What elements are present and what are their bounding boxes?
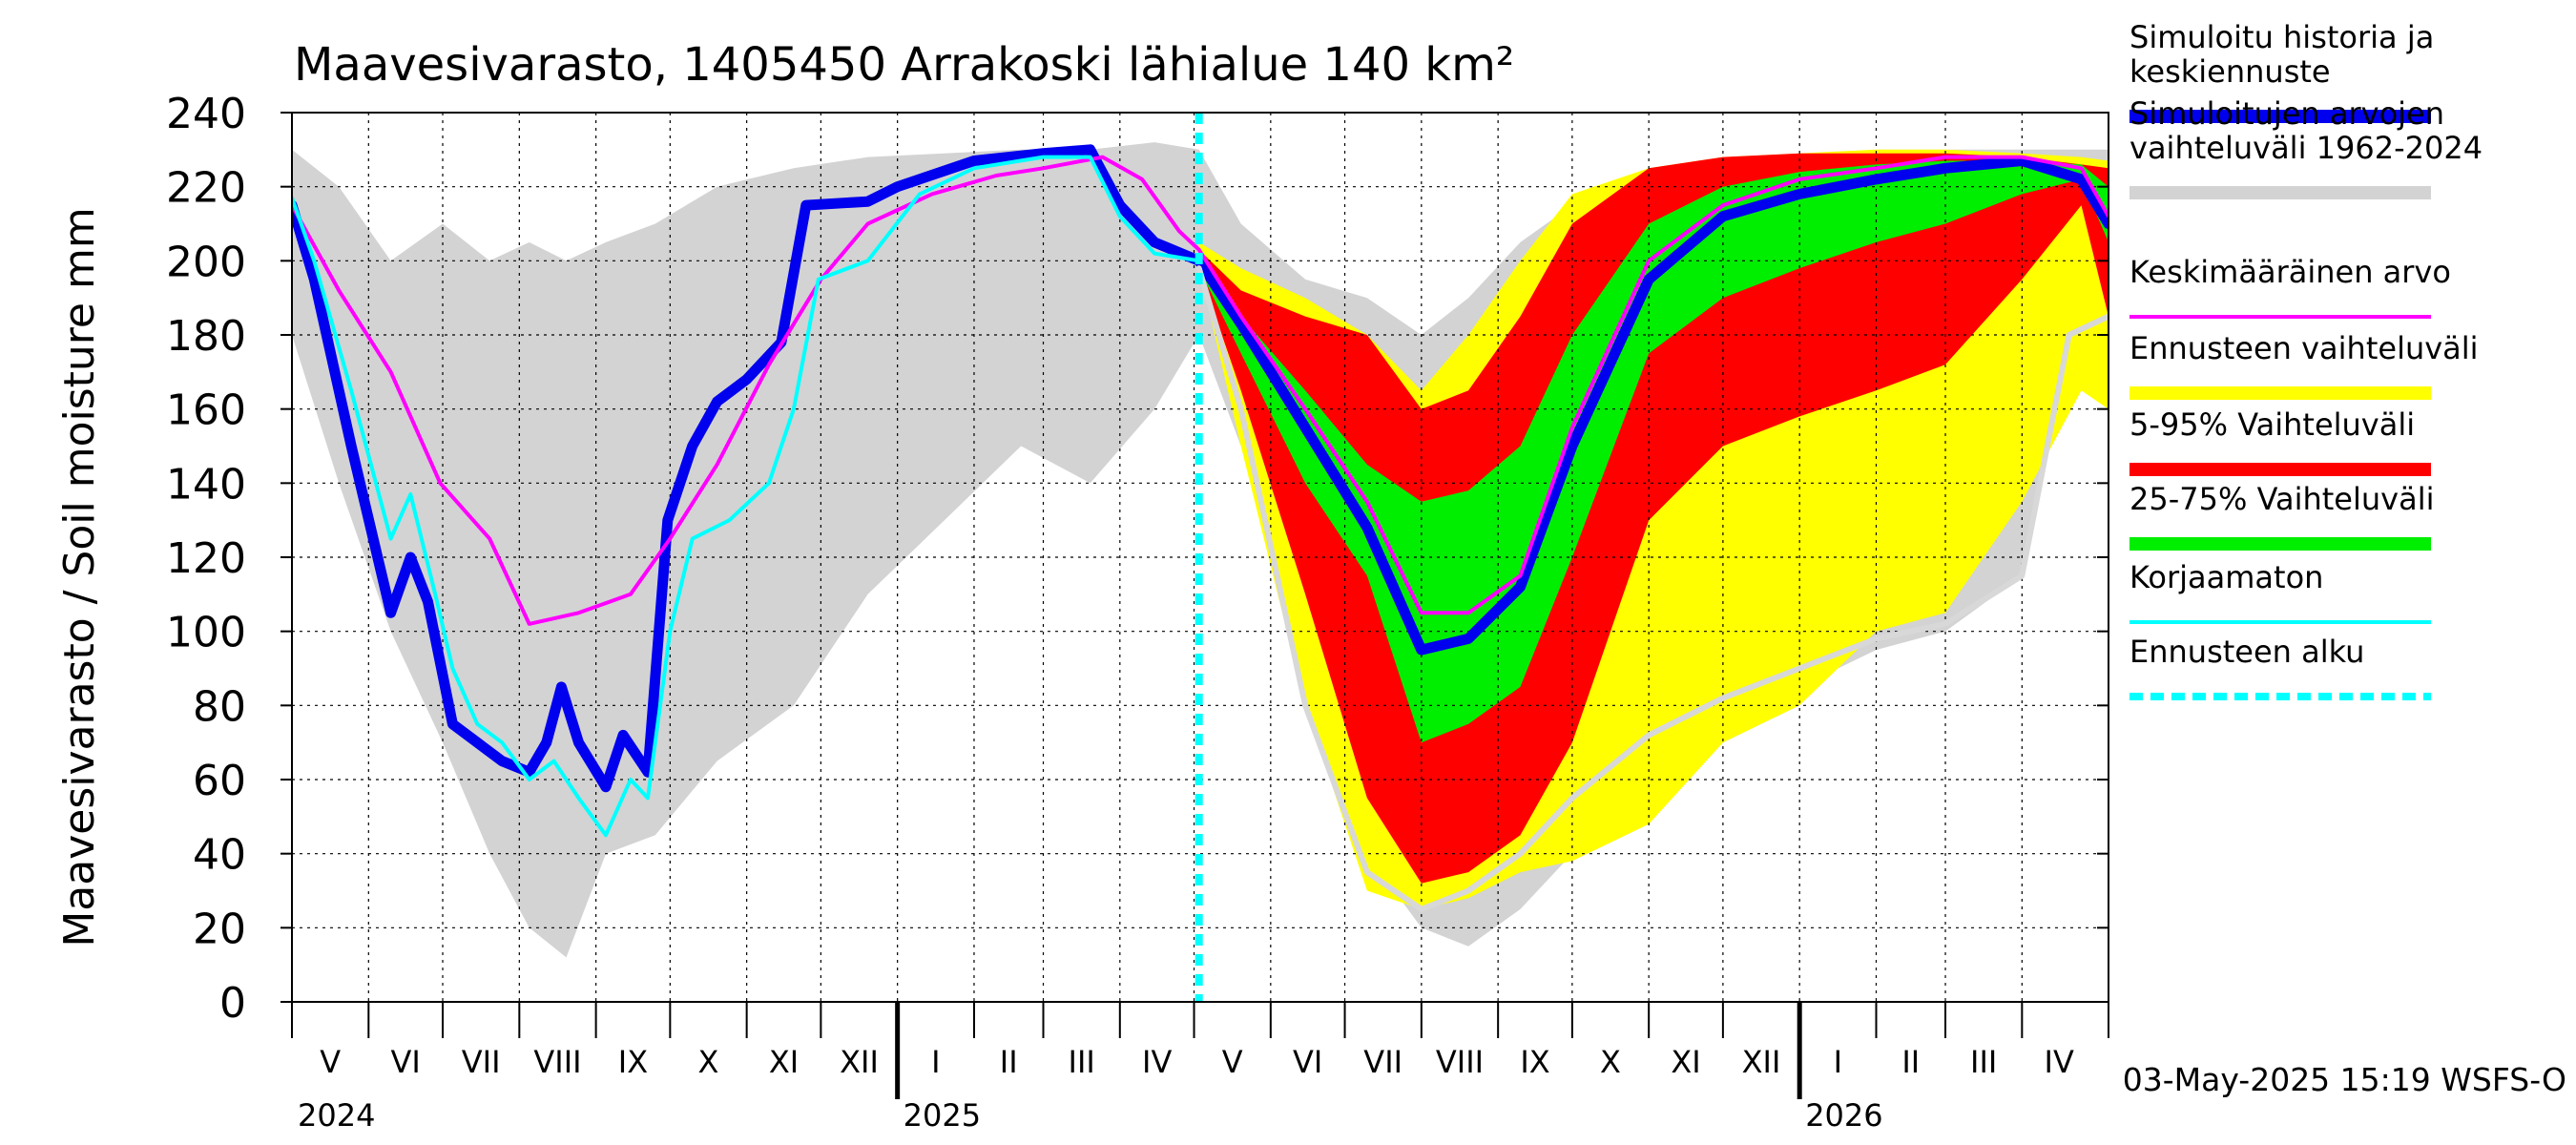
x-month-label-9: II bbox=[1000, 1044, 1018, 1080]
series-line-3 bbox=[1195, 265, 2109, 912]
y-tick-label-11: 220 bbox=[166, 164, 246, 213]
legend-item-2: Keskimääräinen arvo bbox=[2129, 254, 2451, 319]
y-tick-label-12: 240 bbox=[166, 90, 246, 138]
y-tick-label-3: 60 bbox=[193, 757, 246, 805]
x-month-label-19: XII bbox=[1742, 1044, 1781, 1080]
legend-label-5-0: 25-75% Vaihteluväli bbox=[2129, 481, 2434, 517]
x-month-label-16: IX bbox=[1520, 1044, 1549, 1080]
y-tick-label-4: 80 bbox=[193, 682, 246, 731]
series-line-2 bbox=[292, 155, 1201, 838]
x-month-label-7: XII bbox=[840, 1044, 879, 1080]
x-month-label-11: IV bbox=[1142, 1044, 1172, 1080]
timestamp: 03-May-2025 15:19 WSFS-O bbox=[2123, 1061, 2566, 1098]
x-year-label-2: 2026 bbox=[1805, 1097, 1882, 1134]
x-month-label-10: III bbox=[1069, 1044, 1095, 1080]
y-tick-label-6: 120 bbox=[166, 534, 246, 583]
x-month-label-8: I bbox=[931, 1044, 940, 1080]
y-axis-label: Maavesivarasto / Soil moisture mm bbox=[55, 207, 104, 947]
legend-item-6: Korjaamaton bbox=[2129, 559, 2431, 624]
y-tick-label-5: 100 bbox=[166, 609, 246, 657]
legend-label-2-0: Keskimääräinen arvo bbox=[2129, 254, 2451, 290]
x-year-label-0: 2024 bbox=[298, 1097, 375, 1134]
legend-item-4: 5-95% Vaihteluväli bbox=[2129, 406, 2431, 476]
legend-label-3-0: Ennusteen vaihteluväli bbox=[2129, 330, 2479, 366]
x-month-label-15: VIII bbox=[1436, 1044, 1484, 1080]
x-month-label-20: I bbox=[1834, 1044, 1842, 1080]
legend-item-3: Ennusteen vaihteluväli bbox=[2129, 330, 2479, 400]
y-tick-label-8: 160 bbox=[166, 386, 246, 435]
x-month-label-0: V bbox=[320, 1044, 341, 1080]
plot-content bbox=[292, 113, 2109, 1002]
x-month-label-22: III bbox=[1970, 1044, 1997, 1080]
legend-label-7-0: Ennusteen alku bbox=[2129, 634, 2364, 670]
legend-item-5: 25-75% Vaihteluväli bbox=[2129, 481, 2434, 551]
band-3 bbox=[1198, 160, 2109, 743]
x-month-label-17: X bbox=[1600, 1044, 1621, 1080]
y-tick-label-1: 20 bbox=[193, 905, 246, 953]
y-tick-label-2: 40 bbox=[193, 831, 246, 880]
y-tick-label-10: 200 bbox=[166, 238, 246, 286]
y-tick-label-0: 0 bbox=[219, 979, 246, 1028]
legend: Simuloitu historia jakeskiennusteSimuloi… bbox=[2129, 19, 2483, 700]
chart-title: Maavesivarasto, 1405450 Arrakoski lähial… bbox=[294, 38, 1514, 92]
y-axis: 0 20 40 60 80 100 120 140 160 180 200 220 240 bbox=[166, 90, 2109, 1028]
x-year-label-1: 2025 bbox=[904, 1097, 981, 1134]
legend-label-0-0: Simuloitu historia ja bbox=[2129, 19, 2434, 55]
legend-item-7: Ennusteen alku bbox=[2129, 634, 2431, 700]
x-month-label-6: XI bbox=[769, 1044, 799, 1080]
legend-label-4-0: 5-95% Vaihteluväli bbox=[2129, 406, 2415, 443]
x-month-label-23: IV bbox=[2045, 1044, 2074, 1080]
x-month-label-3: VIII bbox=[533, 1044, 581, 1080]
x-month-label-18: XI bbox=[1671, 1044, 1700, 1080]
x-month-label-4: IX bbox=[618, 1044, 648, 1080]
legend-label-6-0: Korjaamaton bbox=[2129, 559, 2323, 595]
legend-label-0-1: keskiennuste bbox=[2129, 53, 2331, 90]
series-line-0 bbox=[292, 144, 2109, 793]
legend-label-1-0: Simuloitujen arvojen bbox=[2129, 95, 2444, 132]
legend-label-1-1: vaihteluväli 1962-2024 bbox=[2129, 130, 2483, 166]
x-month-label-21: II bbox=[1901, 1044, 1920, 1080]
x-month-label-12: V bbox=[1222, 1044, 1243, 1080]
x-axis: V VI VII VIII IX X XI XII I II III IV V VI VII VIII IX X X… bbox=[291, 1001, 2109, 1134]
series-line-1 bbox=[292, 155, 2109, 626]
plot-area bbox=[291, 112, 2109, 1003]
y-tick-label-9: 180 bbox=[166, 312, 246, 361]
x-month-label-1: VI bbox=[390, 1044, 420, 1080]
x-month-label-14: VII bbox=[1363, 1044, 1402, 1080]
x-month-label-13: VI bbox=[1293, 1044, 1322, 1080]
y-tick-label-7: 140 bbox=[166, 460, 246, 509]
x-month-label-5: X bbox=[698, 1044, 719, 1080]
x-month-label-2: VII bbox=[462, 1044, 501, 1080]
